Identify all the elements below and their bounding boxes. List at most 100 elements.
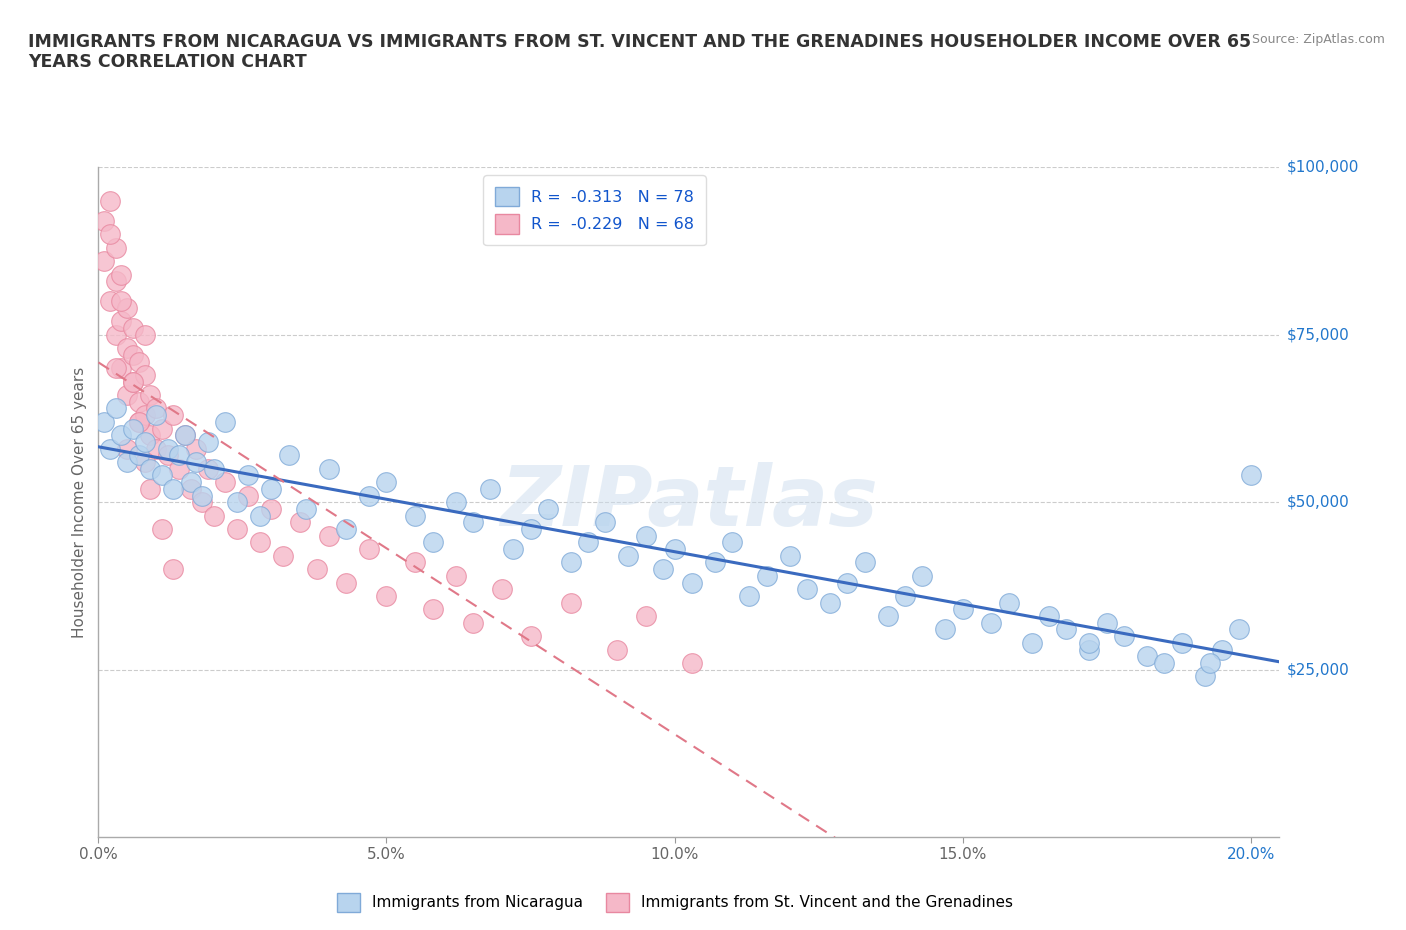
Point [134, 327, 156, 342]
Point [150, 522, 173, 537]
Point [139, 388, 162, 403]
Point [191, 495, 214, 510]
Point [652, 562, 675, 577]
Point [519, 629, 541, 644]
Y-axis label: Householder Income Over 65 years: Householder Income Over 65 years [72, 366, 87, 638]
Point [197, 461, 219, 476]
Point [249, 508, 271, 523]
Point [98, 227, 121, 242]
Point [238, 468, 260, 483]
Point [318, 461, 340, 476]
Point [277, 448, 299, 463]
Text: Source: ZipAtlas.com: Source: ZipAtlas.com [1251, 33, 1385, 46]
Point [617, 549, 640, 564]
Point [238, 488, 260, 503]
Point [122, 421, 145, 436]
Point [502, 541, 524, 556]
Point [1112, 629, 1135, 644]
Point [560, 555, 582, 570]
Point [139, 482, 162, 497]
Point [180, 474, 202, 489]
Point [876, 608, 898, 623]
Point [681, 575, 703, 590]
Point [167, 448, 190, 463]
Point [202, 508, 225, 523]
Text: $25,000: $25,000 [1286, 662, 1350, 677]
Point [173, 428, 195, 443]
Point [779, 549, 801, 564]
Point [1199, 656, 1222, 671]
Point [796, 582, 818, 597]
Point [115, 441, 138, 456]
Point [1153, 656, 1175, 671]
Point [145, 441, 167, 456]
Point [214, 415, 236, 430]
Point [260, 482, 283, 497]
Point [997, 595, 1019, 610]
Point [104, 401, 127, 416]
Point [295, 501, 318, 516]
Point [894, 589, 917, 604]
Point [422, 535, 444, 550]
Point [444, 568, 467, 583]
Point [634, 608, 657, 623]
Point [110, 428, 132, 443]
Point [115, 300, 138, 315]
Point [1078, 642, 1101, 657]
Point [249, 535, 271, 550]
Point [139, 428, 162, 443]
Point [162, 482, 184, 497]
Point [1136, 649, 1159, 664]
Point [104, 273, 127, 288]
Point [150, 421, 173, 436]
Point [404, 508, 426, 523]
Point [122, 321, 145, 336]
Point [1227, 622, 1250, 637]
Point [110, 361, 132, 376]
Point [156, 448, 179, 463]
Point [191, 488, 214, 503]
Point [128, 394, 150, 409]
Point [104, 361, 127, 376]
Point [115, 455, 138, 470]
Point [1240, 468, 1263, 483]
Point [634, 528, 657, 543]
Point [115, 340, 138, 355]
Legend: Immigrants from Nicaragua, Immigrants from St. Vincent and the Grenadines: Immigrants from Nicaragua, Immigrants fr… [330, 887, 1019, 918]
Point [110, 294, 132, 309]
Point [122, 348, 145, 363]
Point [359, 488, 381, 503]
Text: IMMIGRANTS FROM NICARAGUA VS IMMIGRANTS FROM ST. VINCENT AND THE GRENADINES HOUS: IMMIGRANTS FROM NICARAGUA VS IMMIGRANTS … [28, 33, 1251, 72]
Point [359, 541, 381, 556]
Point [98, 294, 121, 309]
Point [375, 474, 398, 489]
Point [110, 267, 132, 282]
Point [173, 428, 195, 443]
Point [422, 602, 444, 617]
Point [128, 448, 150, 463]
Point [156, 441, 179, 456]
Point [1194, 669, 1216, 684]
Point [703, 555, 725, 570]
Point [93, 214, 115, 229]
Point [375, 589, 398, 604]
Point [519, 522, 541, 537]
Point [461, 515, 484, 530]
Point [980, 616, 1002, 631]
Point [479, 482, 502, 497]
Point [404, 555, 426, 570]
Point [853, 555, 876, 570]
Point [1021, 635, 1043, 650]
Point [537, 501, 560, 516]
Point [186, 441, 208, 456]
Point [225, 495, 247, 510]
Point [1038, 608, 1060, 623]
Point [738, 589, 761, 604]
Point [335, 522, 357, 537]
Point [560, 595, 582, 610]
Point [934, 622, 956, 637]
Point [214, 474, 236, 489]
Point [139, 461, 162, 476]
Text: $50,000: $50,000 [1286, 495, 1350, 510]
Text: $75,000: $75,000 [1286, 327, 1350, 342]
